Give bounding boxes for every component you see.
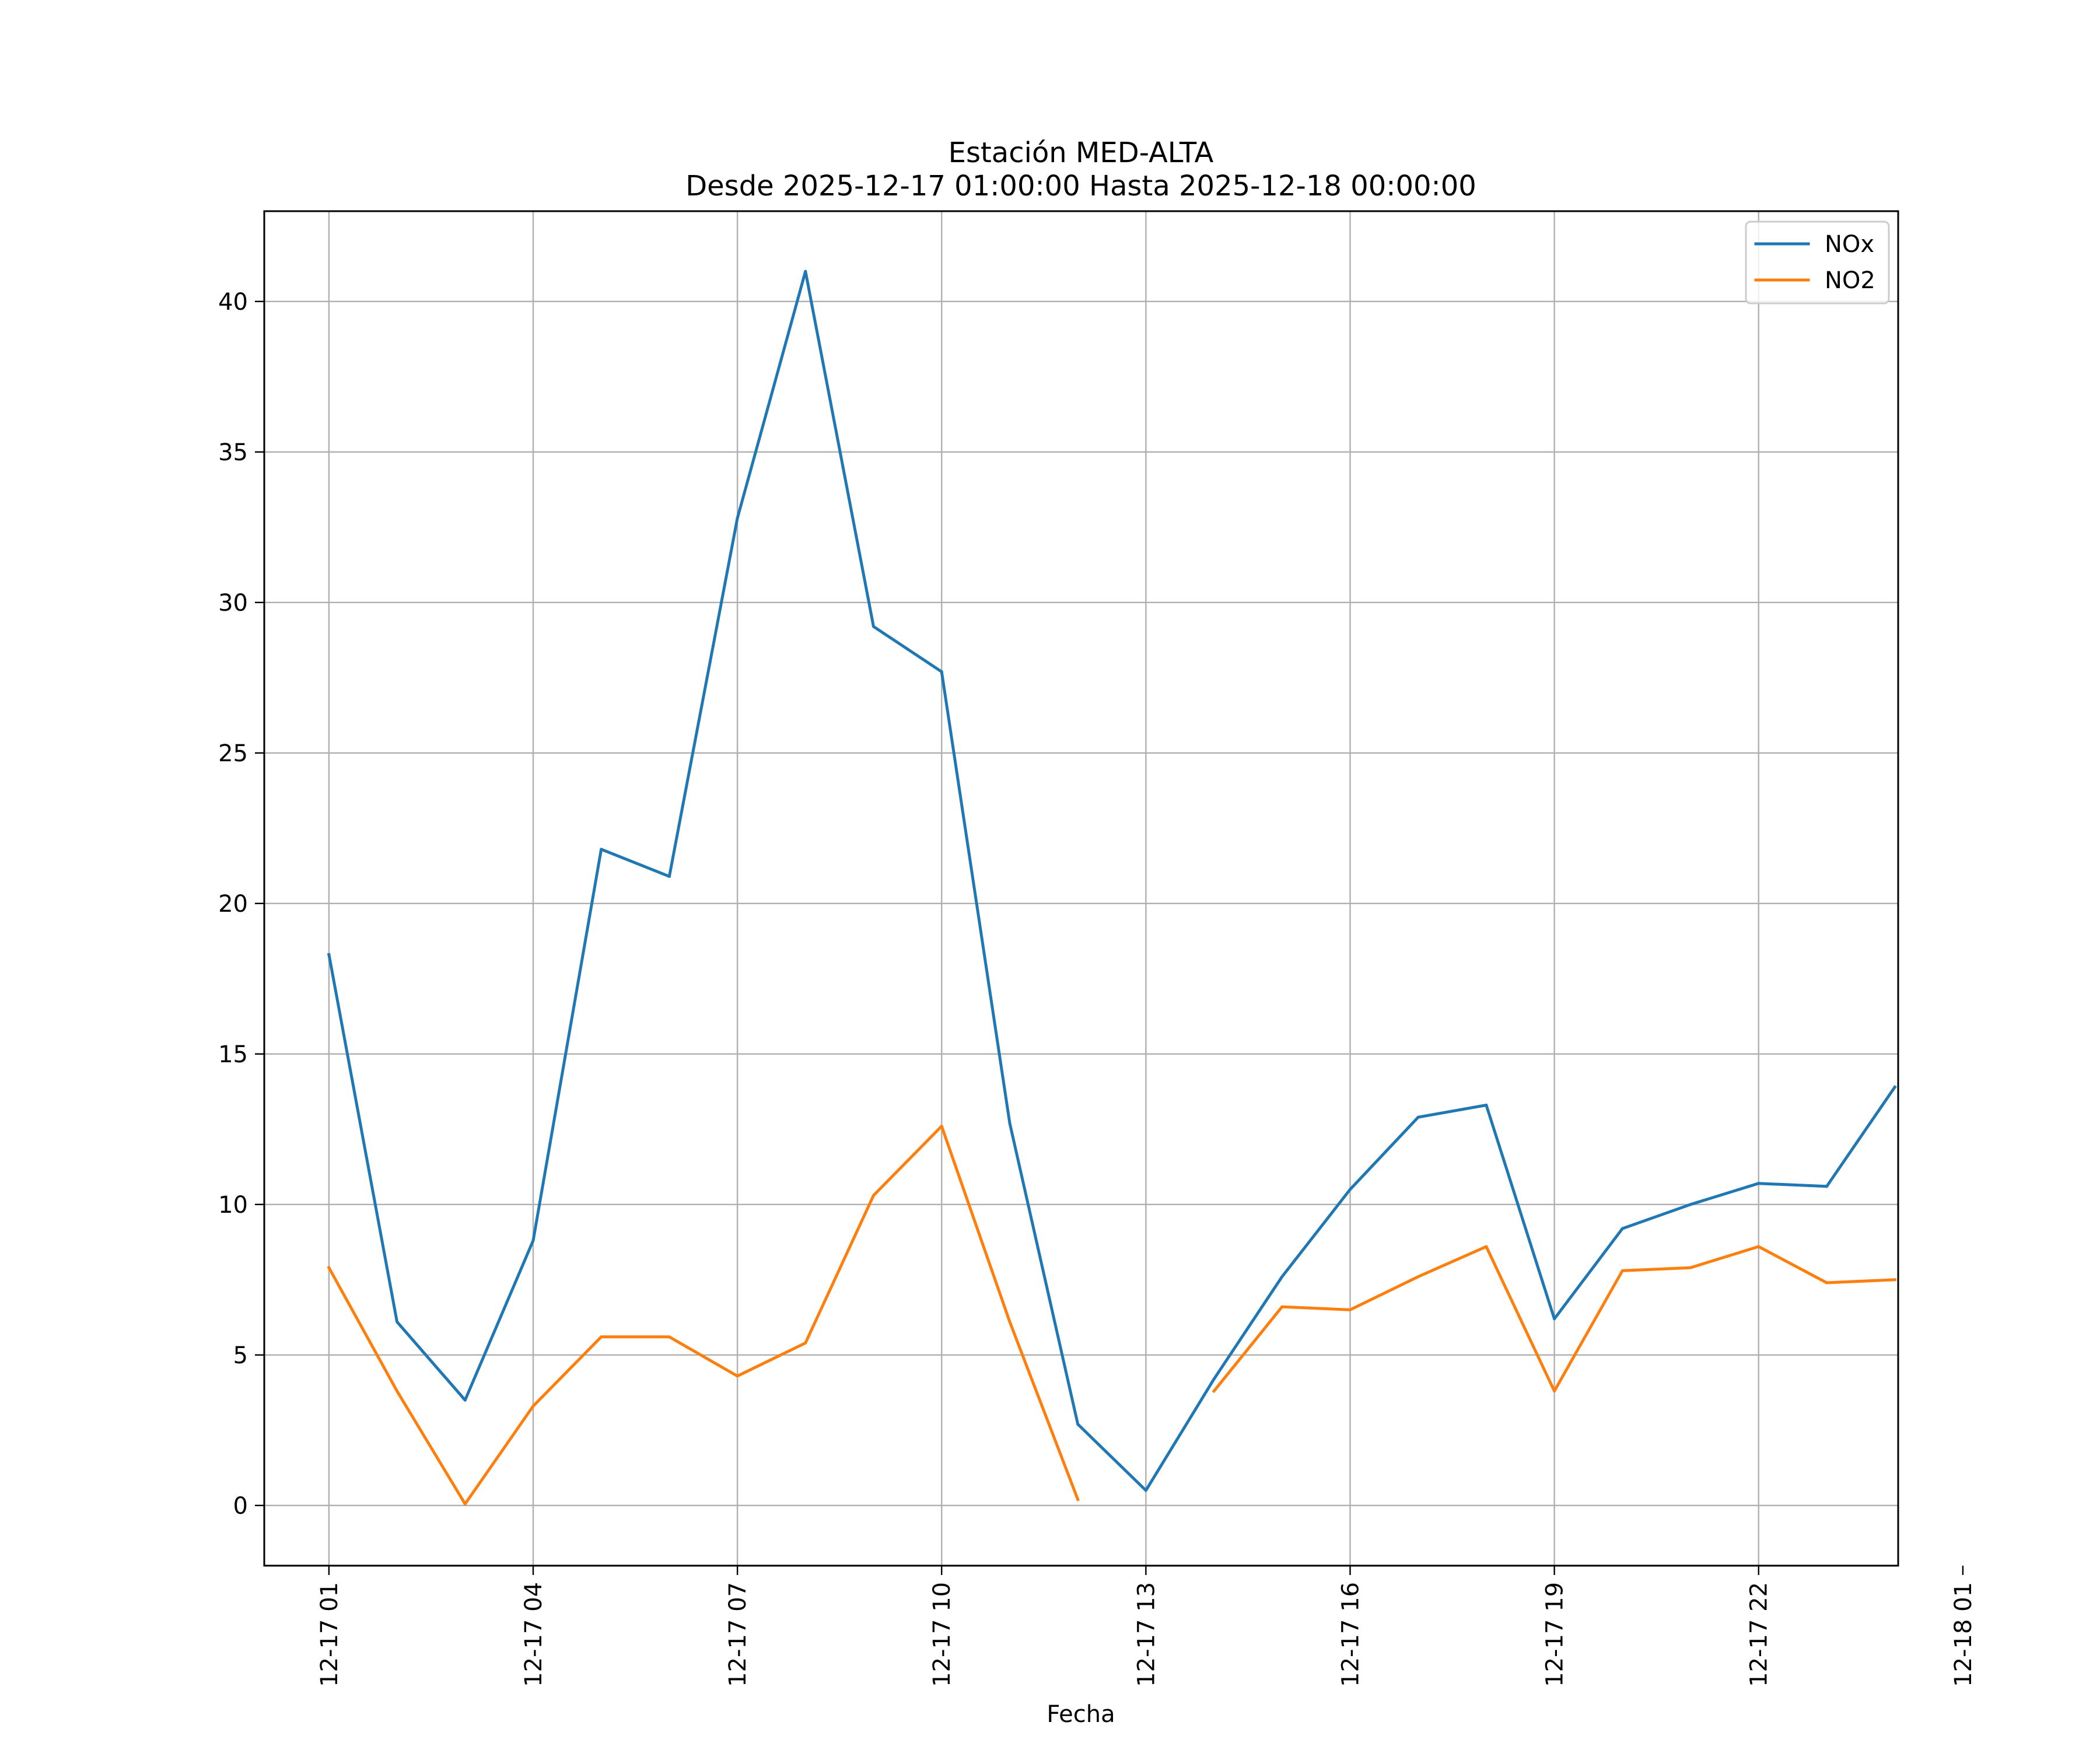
x-tick-label: 12-17 01: [316, 1582, 343, 1687]
data-point-no2: [531, 1405, 535, 1408]
data-point-nox: [463, 1398, 467, 1402]
data-point-no2: [463, 1502, 467, 1506]
y-axis: 0 5 10 15 20 25 30 35 40: [218, 289, 264, 1520]
data-point-no2: [1076, 1497, 1080, 1501]
y-tick-label: 15: [218, 1041, 248, 1068]
grid-lines: [264, 211, 1898, 1566]
chart-subtitle: Desde 2025-12-17 01:00:00 Hasta 2025-12-…: [685, 170, 1476, 202]
x-tick-label: 12-17 04: [520, 1582, 547, 1687]
series-lines: [327, 270, 1897, 1506]
data-point-no2: [1893, 1278, 1896, 1282]
y-tick-label: 35: [218, 439, 248, 466]
data-point-no2: [1620, 1269, 1624, 1272]
data-point-no2: [600, 1335, 603, 1339]
x-tick-label: 12-17 16: [1337, 1582, 1364, 1687]
data-point-nox: [1212, 1377, 1216, 1381]
data-point-no2: [940, 1125, 943, 1128]
legend-box: [1745, 220, 1890, 304]
data-point-no2: [872, 1194, 876, 1197]
data-point-no2: [1689, 1266, 1692, 1269]
x-tick-label: 12-17 13: [1133, 1582, 1160, 1687]
data-point-nox: [1280, 1275, 1284, 1279]
data-point-nox: [1825, 1185, 1828, 1188]
data-point-nox: [940, 670, 943, 673]
data-point-no2: [667, 1335, 671, 1339]
x-tick-label: 12-17 07: [724, 1582, 751, 1687]
plot-area-frame: [263, 210, 1899, 1567]
data-point-nox: [1757, 1182, 1760, 1185]
legend-label-nox: NOx: [1825, 231, 1874, 258]
data-point-nox: [1893, 1086, 1896, 1089]
data-point-nox: [1144, 1489, 1147, 1492]
data-point-no2: [1416, 1275, 1420, 1279]
legend-label-no2: NO2: [1825, 267, 1875, 294]
data-point-nox: [1620, 1227, 1624, 1230]
x-tick-label: 12-17 19: [1542, 1582, 1569, 1687]
y-tick-label: 10: [218, 1192, 248, 1219]
data-point-no2: [804, 1341, 807, 1345]
y-tick-label: 20: [218, 891, 248, 918]
data-point-no2: [1825, 1281, 1828, 1284]
data-point-no2: [1553, 1390, 1556, 1393]
x-tick-label: 12-17 10: [929, 1582, 956, 1687]
data-point-no2: [1348, 1308, 1352, 1311]
data-point-nox: [1553, 1317, 1556, 1321]
data-point-nox: [1689, 1203, 1692, 1206]
data-point-no2: [1485, 1245, 1488, 1248]
data-point-nox: [804, 270, 807, 273]
data-point-no2: [1008, 1320, 1012, 1324]
legend: NOx NO2: [1745, 220, 1890, 304]
data-point-nox: [1008, 1121, 1012, 1125]
data-point-nox: [872, 625, 876, 628]
data-point-nox: [600, 848, 603, 851]
data-point-no2: [327, 1266, 331, 1269]
data-point-nox: [1416, 1115, 1420, 1119]
y-tick-label: 25: [218, 740, 248, 767]
data-point-no2: [1280, 1305, 1284, 1308]
y-tick-label: 40: [218, 289, 248, 316]
data-point-nox: [531, 1239, 535, 1242]
data-point-nox: [1076, 1422, 1080, 1426]
data-point-no2: [736, 1374, 739, 1378]
chart-title: Estación MED-ALTA: [949, 136, 1214, 169]
data-point-nox: [327, 953, 331, 957]
y-tick-label: 30: [218, 590, 248, 617]
data-point-nox: [1348, 1188, 1352, 1191]
data-point-nox: [1485, 1104, 1488, 1107]
series-line-nox: [327, 270, 1897, 1492]
x-tick-label: 12-18 01: [1950, 1582, 1977, 1687]
data-point-no2: [1757, 1245, 1760, 1248]
y-tick-label: 0: [233, 1493, 248, 1520]
data-point-nox: [396, 1320, 399, 1324]
x-tick-label: 12-17 22: [1746, 1582, 1773, 1687]
x-axis: 12-17 01 12-17 04 12-17 07 12-17 10 12-17 13…: [316, 1566, 1977, 1687]
data-point-no2: [396, 1390, 399, 1393]
data-point-no2: [1212, 1390, 1216, 1393]
data-point-nox: [736, 516, 739, 520]
y-tick-label: 5: [233, 1342, 248, 1369]
x-axis-label: Fecha: [1046, 1701, 1115, 1728]
data-point-nox: [667, 874, 671, 878]
